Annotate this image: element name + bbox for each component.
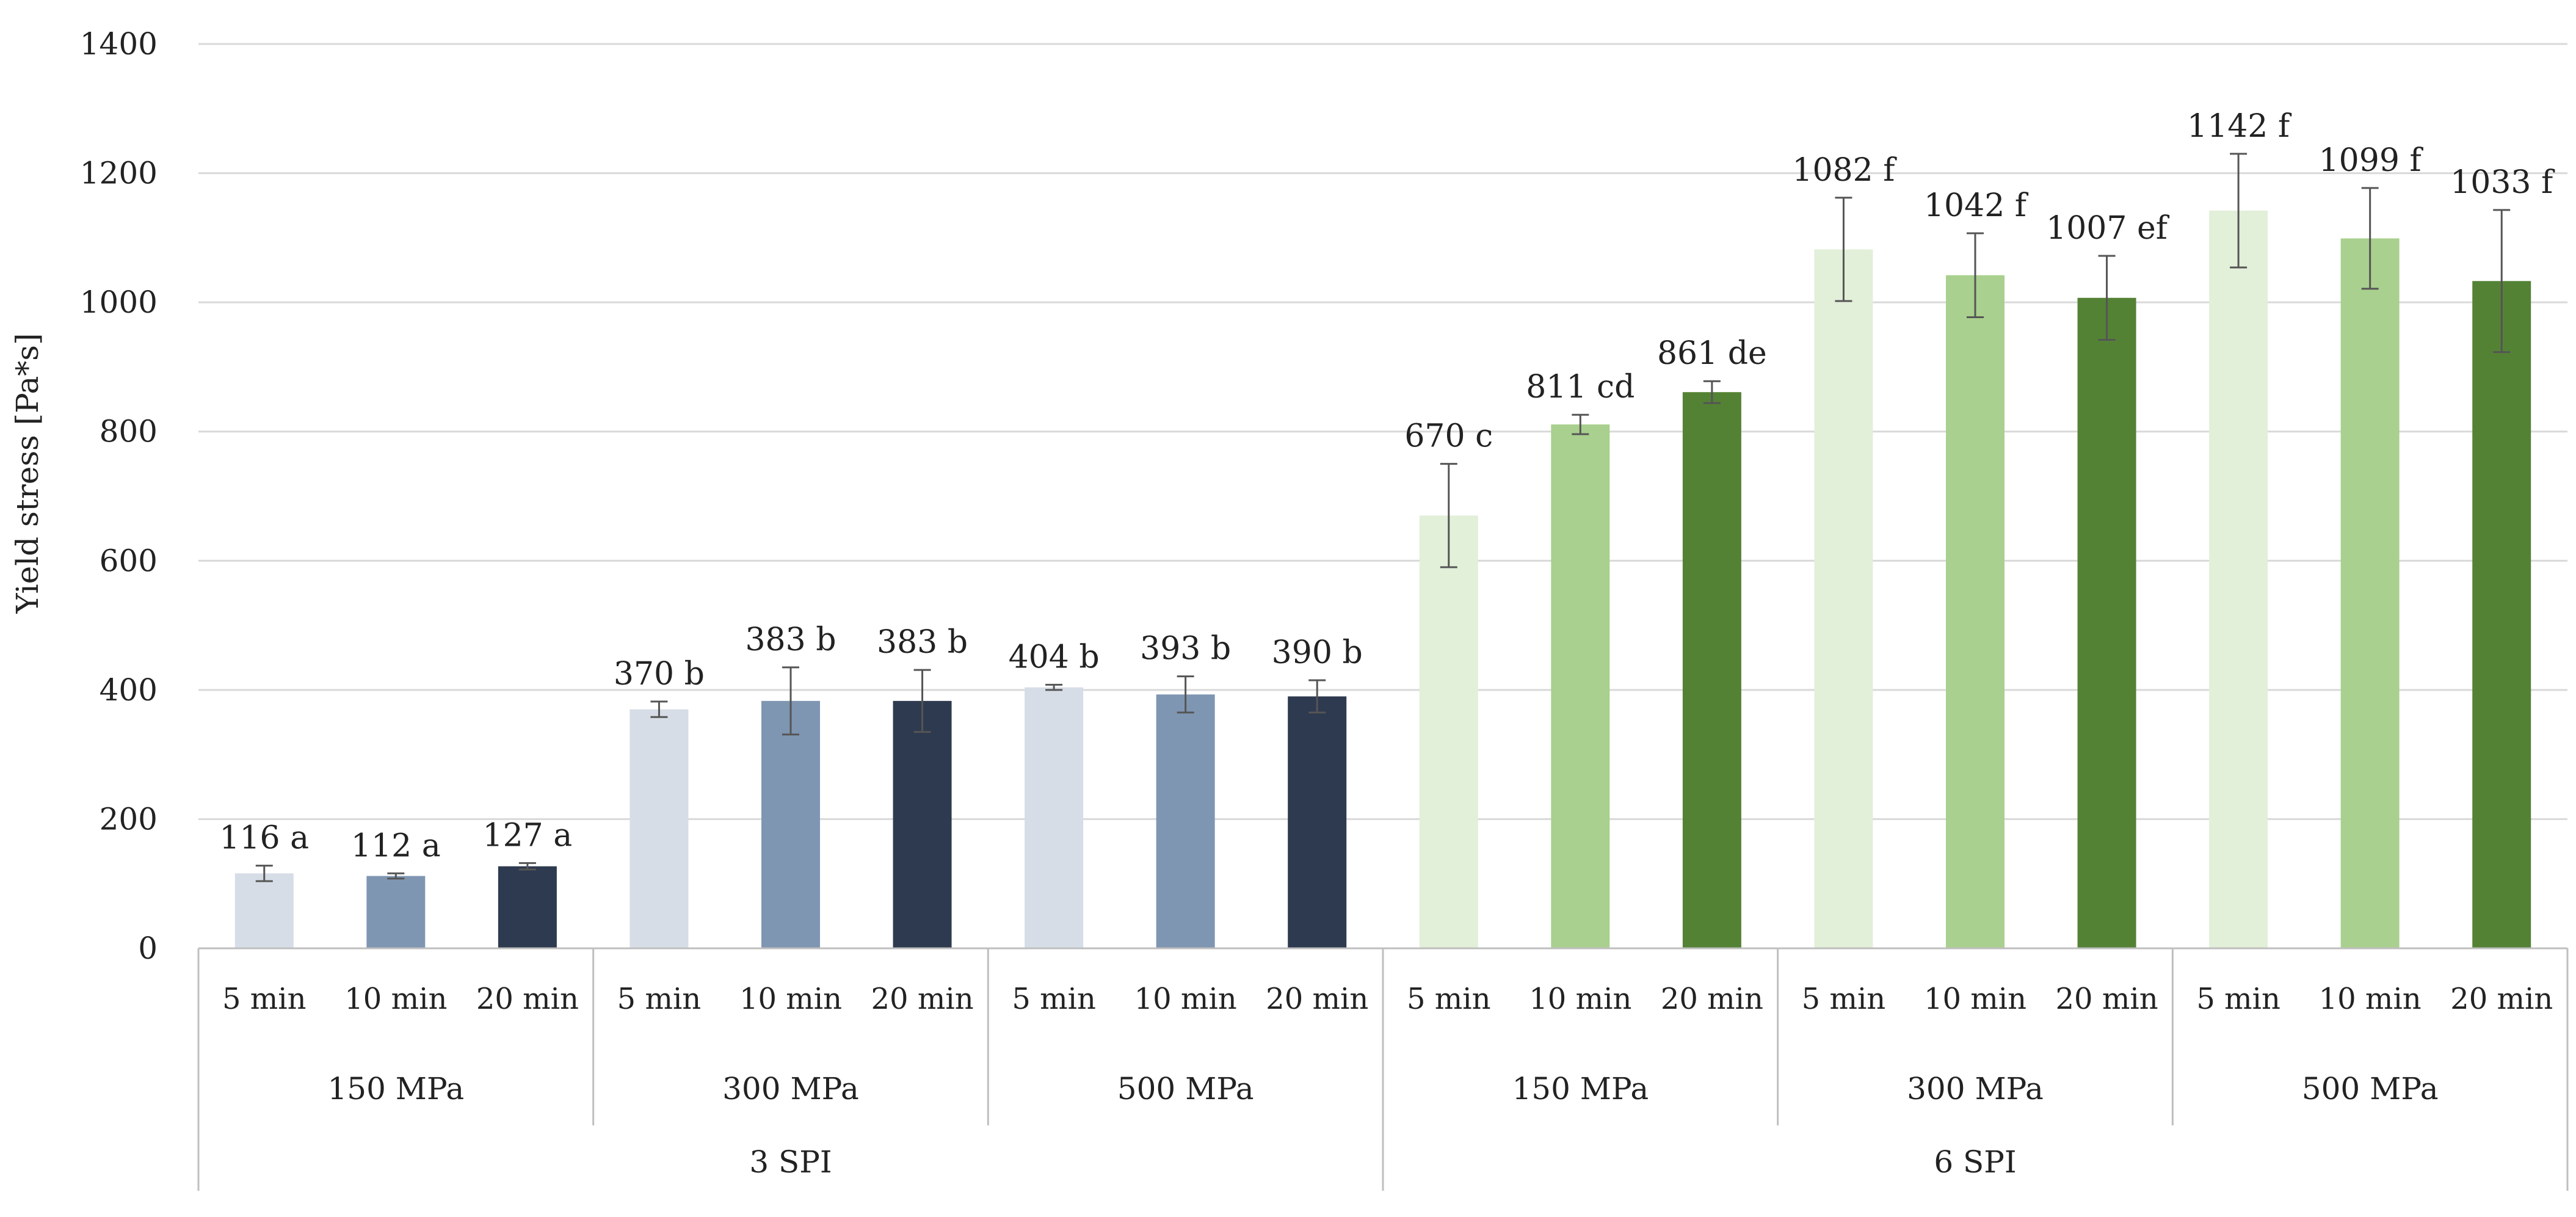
pressure-label: 150 MPa — [1512, 1071, 1649, 1106]
data-label: 1007 ef — [2046, 210, 2170, 247]
y-tick-label: 200 — [100, 801, 158, 837]
bar — [1814, 249, 1873, 948]
x-tick-label: 20 min — [2450, 982, 2553, 1016]
concentration-label: 6 SPI — [1934, 1144, 2016, 1180]
data-labels: 116 a 112 a 127 a 370 b 383 b 383 b 404 b 393 b… — [219, 108, 2555, 864]
bar — [761, 700, 820, 948]
data-label: 1033 f — [2450, 164, 2555, 201]
bar — [893, 700, 952, 948]
x-tick-label: 5 min — [1407, 982, 1491, 1016]
bar — [1419, 515, 1478, 948]
data-label: 127 a — [482, 817, 572, 854]
x-tick-label: 20 min — [871, 982, 973, 1016]
y-tick-label: 400 — [100, 672, 158, 708]
x-tick-label: 20 min — [2055, 982, 2158, 1016]
x-tick-label: 10 min — [1529, 982, 1631, 1016]
x-tick-label: 10 min — [1924, 982, 2026, 1016]
x-tick-label: 10 min — [739, 982, 842, 1016]
y-tick-label: 0 — [138, 931, 158, 966]
bars — [234, 210, 2531, 949]
bar — [2340, 238, 2400, 948]
y-tick-label: 1400 — [80, 26, 158, 62]
pressure-label: 500 MPa — [1117, 1071, 1254, 1106]
bar — [1682, 392, 1741, 948]
data-label: 1142 f — [2187, 108, 2292, 145]
concentration-label: 3 SPI — [749, 1144, 832, 1180]
pressure-label: 300 MPa — [722, 1071, 859, 1106]
data-label: 670 c — [1404, 418, 1493, 455]
data-label: 1099 f — [2319, 142, 2424, 179]
bar — [1288, 696, 1347, 948]
x-tick-label: 5 min — [2196, 982, 2280, 1016]
data-label: 1042 f — [1924, 187, 2029, 224]
x-axis-category-table: 5 min 10 min 20 min 150 MPa 5 min 10 min 20 mi… — [197, 947, 2569, 1191]
data-label: 390 b — [1272, 634, 1363, 671]
y-axis-tick-labels: 0 200 400 600 800 1000 1200 1400 — [80, 26, 158, 966]
data-label: 112 a — [351, 827, 441, 864]
bar — [2472, 281, 2531, 948]
error-bars — [255, 153, 2511, 882]
y-tick-label: 800 — [100, 414, 158, 449]
pressure-label: 500 MPa — [2302, 1071, 2439, 1106]
x-tick-label: 10 min — [2319, 982, 2422, 1016]
data-label: 404 b — [1009, 639, 1100, 675]
x-tick-label: 5 min — [222, 982, 307, 1016]
data-label: 811 cd — [1526, 369, 1634, 405]
data-label: 383 b — [877, 624, 968, 661]
pressure-label: 300 MPa — [1907, 1071, 2044, 1106]
x-tick-label: 10 min — [344, 982, 447, 1016]
bar — [1946, 275, 2005, 948]
x-tick-label: 5 min — [1802, 982, 1886, 1016]
y-tick-label: 1000 — [80, 285, 158, 320]
data-label: 393 b — [1140, 631, 1231, 667]
bar — [1156, 694, 1215, 948]
x-tick-label: 20 min — [1266, 982, 1368, 1016]
y-tick-label: 1200 — [80, 156, 158, 191]
bar — [2209, 210, 2268, 949]
pressure-label: 150 MPa — [327, 1071, 464, 1106]
x-tick-label: 20 min — [1661, 982, 1763, 1016]
bar — [1025, 687, 1084, 948]
data-label: 370 b — [614, 656, 705, 692]
bar — [366, 876, 426, 948]
y-tick-label: 600 — [100, 543, 158, 578]
bar — [498, 866, 557, 948]
y-axis-title: Yield stress [Pa*s] — [10, 333, 45, 614]
x-tick-label: 20 min — [476, 982, 579, 1016]
gridlines — [198, 43, 2567, 820]
bar — [234, 873, 294, 948]
data-label: 383 b — [745, 622, 836, 658]
bar — [1551, 424, 1610, 948]
data-label: 116 a — [219, 820, 309, 857]
bar — [629, 709, 689, 948]
data-label: 1082 f — [1792, 152, 1897, 189]
x-tick-label: 10 min — [1134, 982, 1237, 1016]
bar — [2077, 297, 2136, 949]
x-tick-label: 5 min — [1012, 982, 1096, 1016]
data-label: 861 de — [1657, 335, 1767, 372]
x-tick-label: 5 min — [617, 982, 702, 1016]
